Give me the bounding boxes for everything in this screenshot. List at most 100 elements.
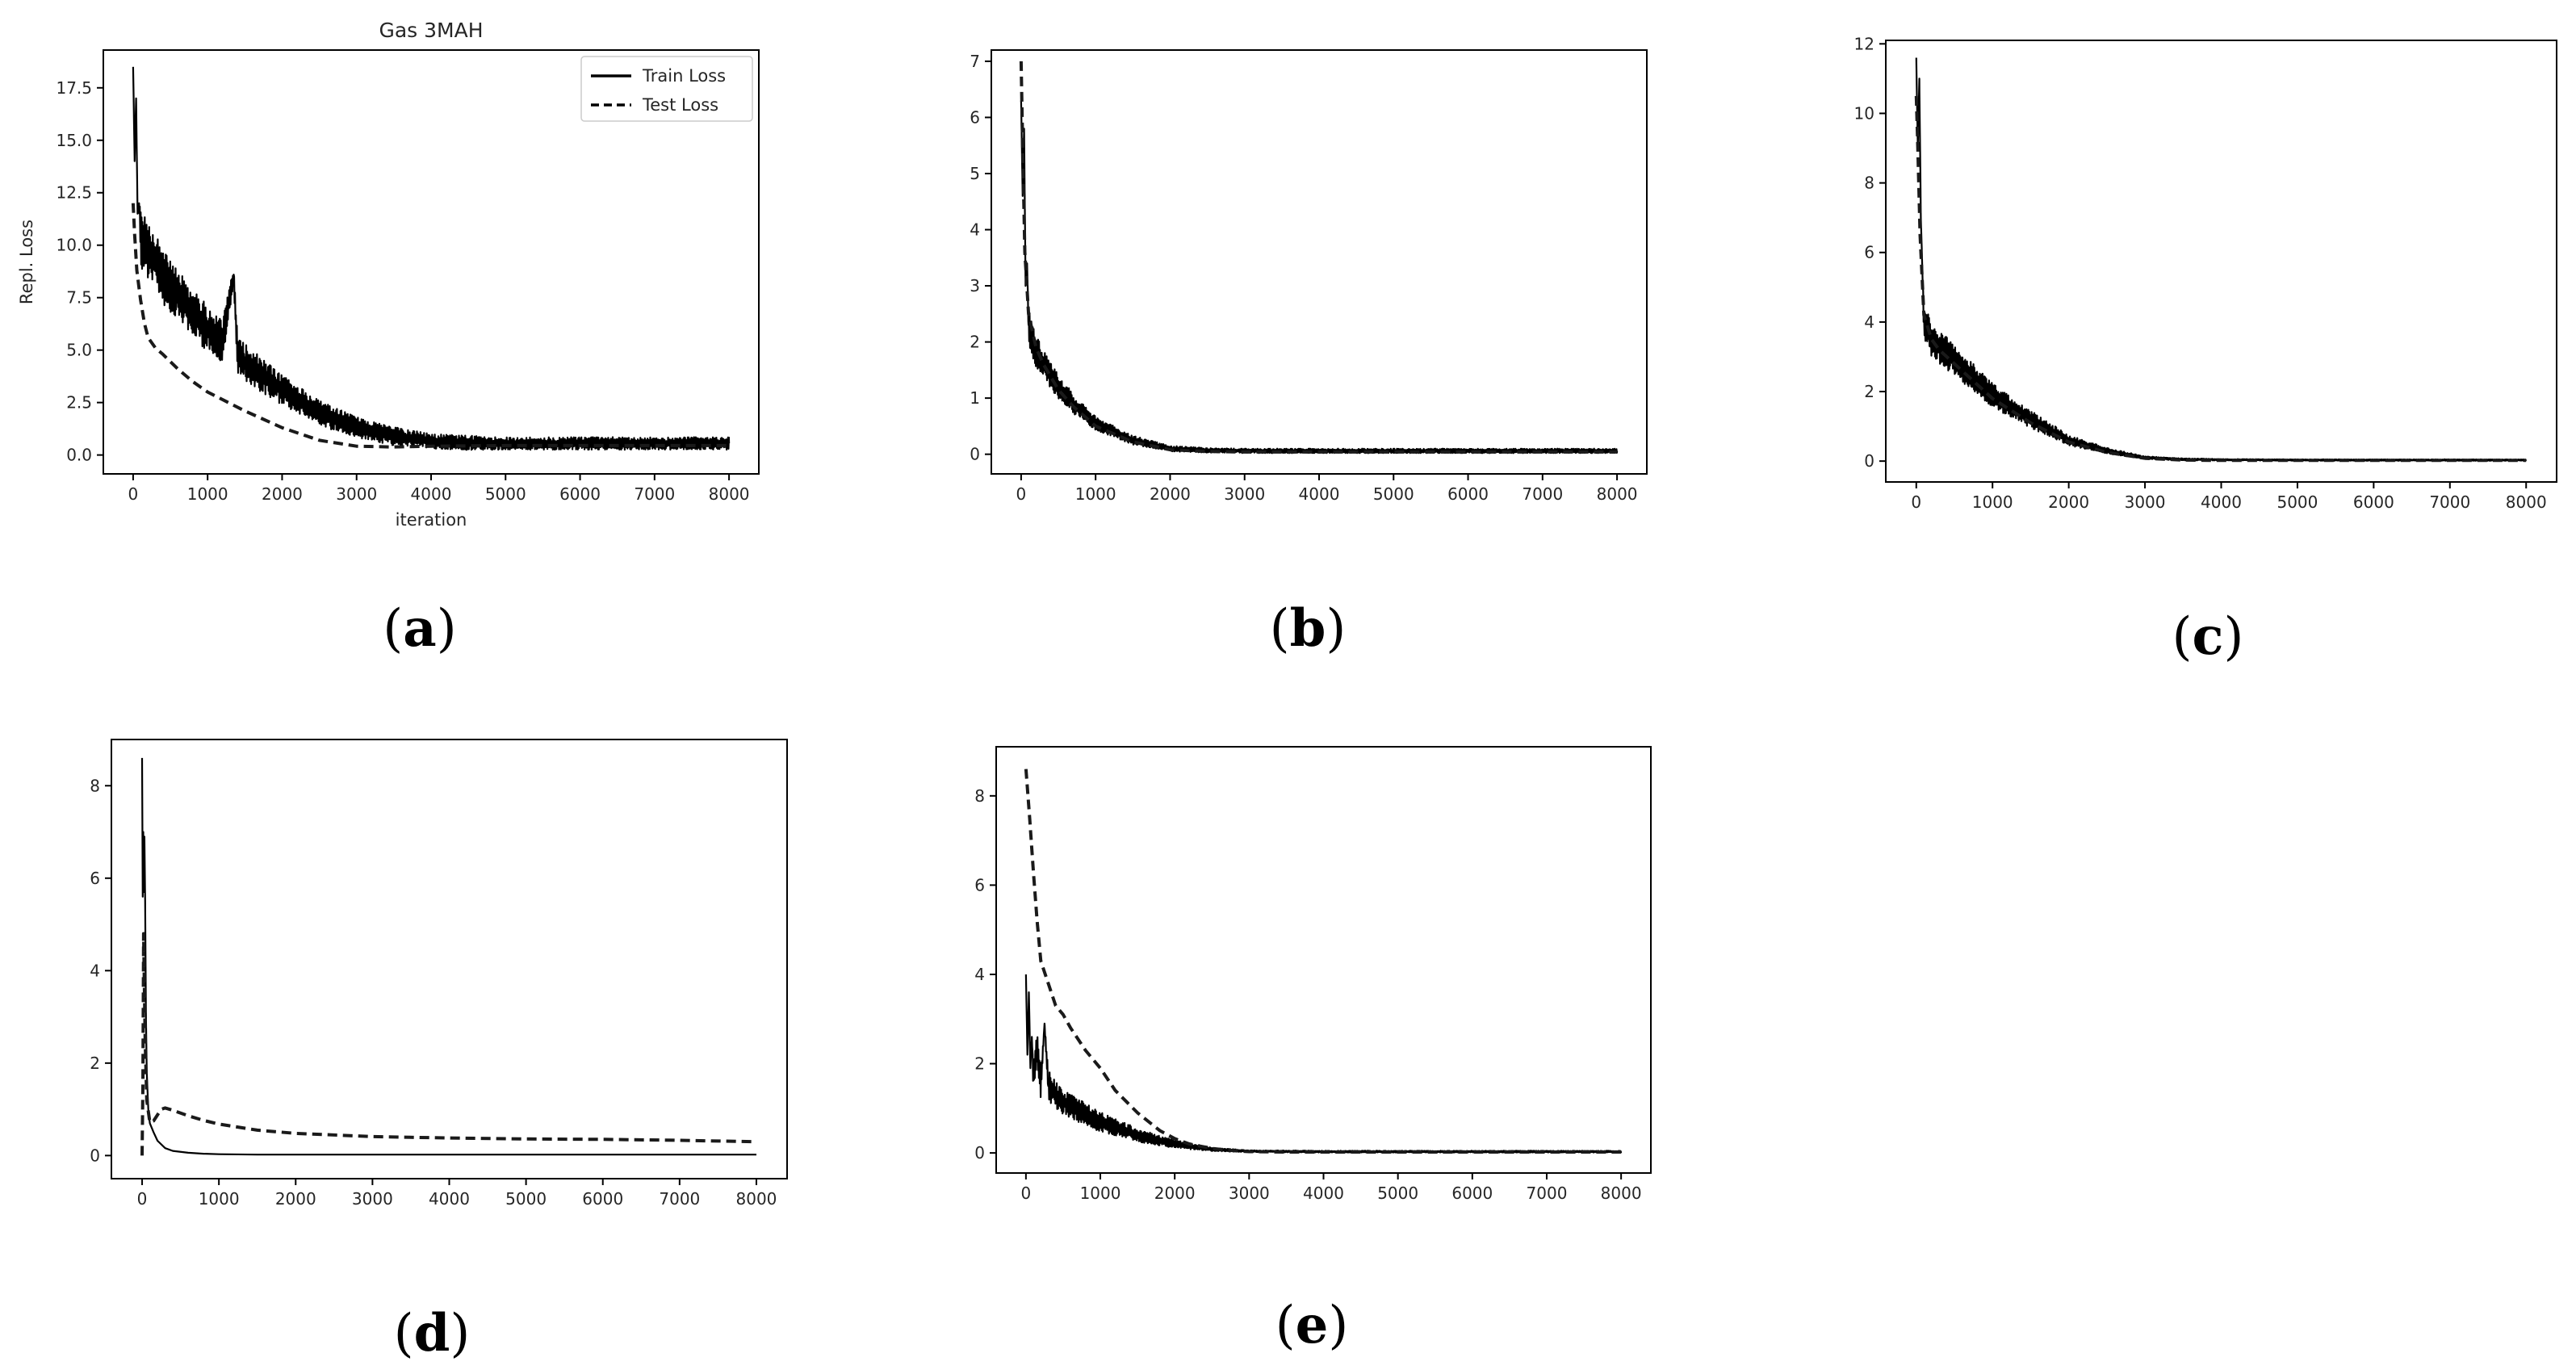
x-tick-label: 4000 <box>1299 484 1340 504</box>
x-tick-label: 7000 <box>2429 492 2470 512</box>
y-tick-label: 2 <box>90 1054 100 1073</box>
x-tick-label: 3000 <box>336 484 377 504</box>
plot-area <box>140 757 757 1156</box>
y-tick-label: 12 <box>1854 34 1874 53</box>
panel-label: (a) <box>383 598 456 659</box>
x-tick-label: 5000 <box>1373 484 1414 504</box>
y-tick-label: 0.0 <box>66 446 92 465</box>
test-loss-line-b <box>1019 61 1618 454</box>
x-tick-label: 0 <box>1016 484 1027 504</box>
x-tick-label: 6000 <box>559 484 601 504</box>
x-tick-label: 8000 <box>709 484 750 504</box>
test-loss-line-e <box>1024 769 1622 1154</box>
panel-c: 0 1000 2000 3000 4000 5000 6000 7000 8000 0 2 4 6 8 10… <box>1854 34 2557 667</box>
x-tick-label: 0 <box>128 484 139 504</box>
x-tick-label: 7000 <box>659 1189 700 1209</box>
y-tick-label: 0 <box>974 1143 985 1163</box>
y-tick-label: 12.5 <box>56 183 92 203</box>
plot-area <box>131 66 731 451</box>
x-tick-label: 7000 <box>634 484 675 504</box>
y-tick-label: 3 <box>970 276 980 295</box>
x-tick-label: 4000 <box>1303 1184 1344 1203</box>
x-tick-label: 1000 <box>187 484 228 504</box>
x-tick-label: 5000 <box>1377 1184 1418 1203</box>
x-tick-label: 3000 <box>2125 492 2166 512</box>
x-tick-label: 0 <box>137 1189 148 1209</box>
x-tick-label: 0 <box>1911 492 1921 512</box>
test-loss-line-a <box>131 203 730 449</box>
x-tick-label: 8000 <box>736 1189 777 1209</box>
y-tick-label: 4 <box>974 965 985 984</box>
x-tick-label: 7000 <box>1527 1184 1568 1203</box>
y-tick-label: 8 <box>90 776 100 795</box>
x-tick-label: 7000 <box>1522 484 1563 504</box>
y-tick-label: 2 <box>974 1054 985 1074</box>
y-tick-label: 8 <box>974 786 985 806</box>
plot-area <box>1914 57 2528 463</box>
y-tick-label: 6 <box>1864 243 1874 262</box>
chart-title: Gas 3MAH <box>379 19 483 42</box>
x-tick-label: 2000 <box>275 1189 316 1209</box>
test-loss-line-c <box>1914 95 2527 463</box>
test-loss-line-d <box>140 932 757 1156</box>
y-tick-label: 2.5 <box>66 393 92 413</box>
x-tick-label: 4000 <box>411 484 452 504</box>
panel-e: 0 1000 2000 3000 4000 5000 6000 7000 8000 0 2 4 6 8 (e… <box>974 746 1652 1355</box>
panels: 0 1000 2000 3000 4000 5000 6000 7000 80000.02.55… <box>17 19 2557 1364</box>
x-tick-label: 4000 <box>429 1189 470 1209</box>
y-tick-label: 0 <box>970 445 980 464</box>
panel-a: 0 1000 2000 3000 4000 5000 6000 7000 8000 0.0 2.5 5… <box>17 19 760 659</box>
legend-label-train: Train Loss <box>642 66 726 86</box>
x-tick-label: 0 <box>1020 1184 1031 1203</box>
x-tick-label: 1000 <box>199 1189 240 1209</box>
y-tick-label: 5 <box>970 164 980 183</box>
y-tick-label: 10 <box>1854 103 1874 123</box>
y-tick-label: 0 <box>90 1146 100 1165</box>
x-axis-label: iteration <box>396 510 467 530</box>
y-tick-label: 6 <box>974 875 985 894</box>
x-tick-label: 3000 <box>1224 484 1265 504</box>
panel-label: (e) <box>1275 1295 1349 1355</box>
train-loss-line-d <box>140 757 756 1156</box>
x-tick-label: 2000 <box>2048 492 2089 512</box>
y-tick-label: 1 <box>970 388 980 408</box>
x-tick-label: 2000 <box>262 484 303 504</box>
plot-area <box>1024 769 1623 1154</box>
y-tick-label: 4 <box>90 961 100 980</box>
panel-label: (b) <box>1270 598 1347 659</box>
x-tick-label: 5000 <box>2277 492 2318 512</box>
x-tick-label: 6000 <box>1451 1184 1493 1203</box>
y-tick-label: 7.5 <box>66 288 92 308</box>
y-tick-label: 0 <box>1864 451 1874 471</box>
x-tick-label: 6000 <box>2353 492 2394 512</box>
y-tick-label: 6 <box>970 107 980 127</box>
x-tick-label: 8000 <box>1597 484 1638 504</box>
y-tick-label: 6 <box>90 869 100 888</box>
y-tick-label: 2 <box>1864 382 1874 401</box>
x-tick-label: 6000 <box>582 1189 623 1209</box>
x-tick-label: 1000 <box>1080 1184 1121 1203</box>
panel-label: (d) <box>394 1303 471 1364</box>
x-tick-label: 2000 <box>1154 1184 1196 1203</box>
y-tick-label: 5.0 <box>66 341 92 360</box>
x-tick-label: 8000 <box>2506 492 2547 512</box>
x-tick-label: 8000 <box>1601 1184 1642 1203</box>
y-tick-label: 2 <box>970 333 980 352</box>
panel-b: 0 1000 2000 3000 4000 5000 6000 7000 8000 0 1 2 3 4 5 6… <box>970 49 1648 659</box>
y-tick-label: 4 <box>1864 312 1874 332</box>
y-tick-label: 4 <box>970 220 980 240</box>
panel-label: (c) <box>2172 606 2244 667</box>
plot-area <box>1019 61 1619 455</box>
legend-label-test: Test Loss <box>642 95 718 115</box>
x-tick-label: 4000 <box>2201 492 2242 512</box>
x-tick-label: 3000 <box>1229 1184 1270 1203</box>
x-tick-label: 1000 <box>1972 492 2013 512</box>
y-tick-label: 17.5 <box>56 78 92 98</box>
legend: Train Loss Test Loss <box>580 56 753 122</box>
y-tick-label: 8 <box>1864 174 1874 193</box>
x-tick-label: 2000 <box>1150 484 1191 504</box>
y-tick-label: 10.0 <box>56 236 92 255</box>
x-tick-label: 6000 <box>1447 484 1489 504</box>
